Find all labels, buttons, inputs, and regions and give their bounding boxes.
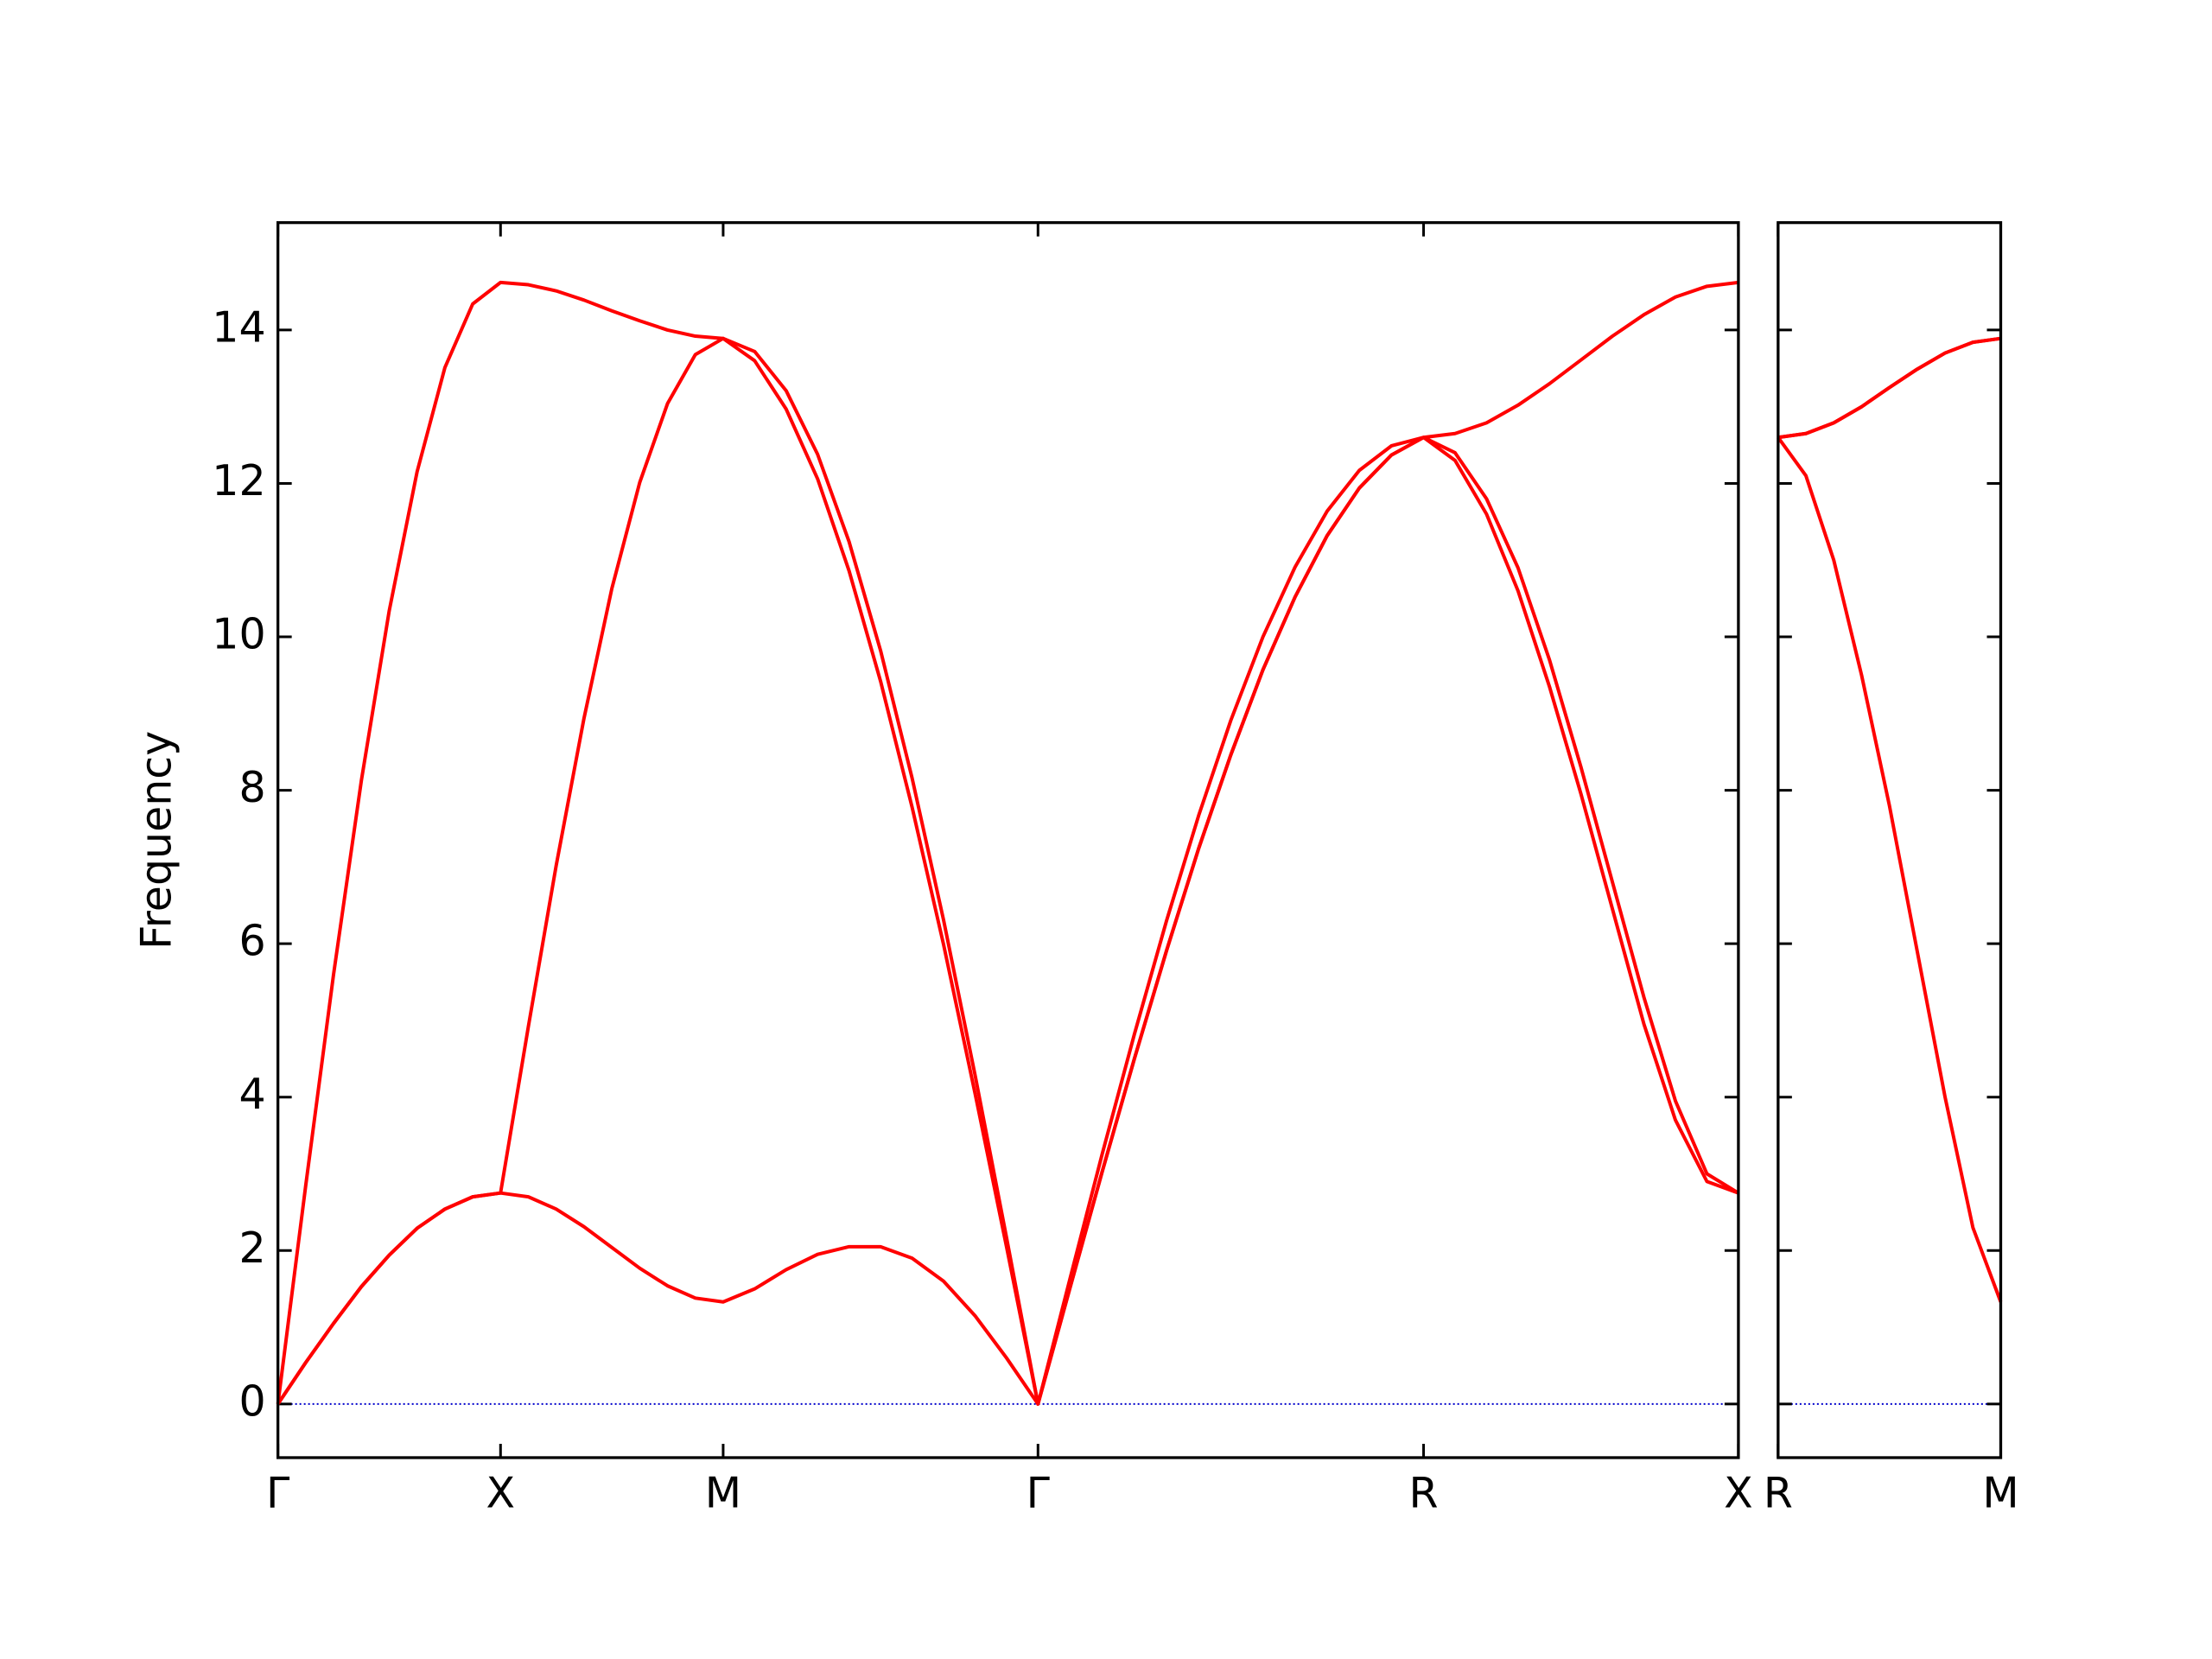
band-line — [1777, 436, 2003, 1303]
x-tick-label: X — [1724, 1468, 1753, 1517]
x-tick-label: R — [1764, 1468, 1793, 1517]
x-tick-label: M — [1982, 1468, 2018, 1517]
x-tick-label: X — [486, 1468, 515, 1517]
y-tick-label: 10 — [212, 610, 265, 659]
y-tick-label: 4 — [238, 1070, 265, 1119]
y-tick-label: 14 — [212, 302, 265, 352]
y-tick-label: 0 — [238, 1376, 265, 1426]
band-line — [1777, 336, 2001, 440]
band-line — [276, 280, 1739, 1406]
y-tick-label: 12 — [212, 456, 265, 505]
plot-frame — [276, 220, 1740, 1459]
y-axis-label: Frequency — [132, 731, 181, 950]
plot-frame — [1777, 220, 2003, 1459]
y-tick-label: 2 — [238, 1224, 265, 1273]
x-tick-label: Γ — [266, 1468, 290, 1517]
x-tick-label: R — [1409, 1468, 1439, 1517]
x-tick-label: M — [705, 1468, 741, 1517]
y-tick-label: 6 — [238, 917, 265, 966]
y-tick-label: 8 — [238, 763, 265, 812]
band-line — [276, 336, 1739, 1406]
x-tick-label: Γ — [1027, 1468, 1051, 1517]
